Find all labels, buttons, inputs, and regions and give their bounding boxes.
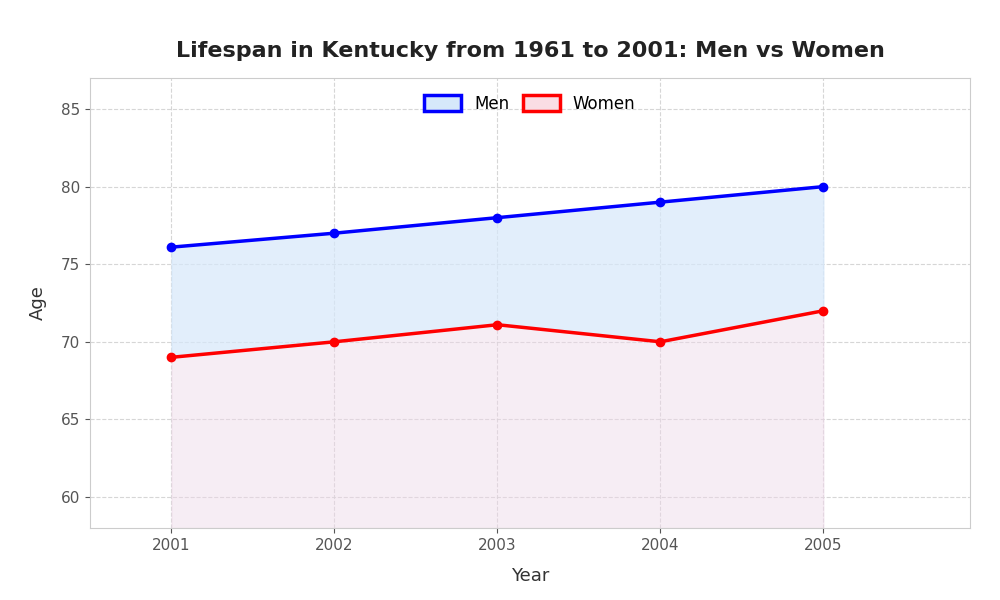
Women (817, 307, 829, 314)
Women (328, 338, 340, 346)
Line: Women: Women (167, 307, 827, 361)
Women (165, 354, 177, 361)
Women (491, 321, 503, 328)
Legend: Men, Women: Men, Women (416, 86, 644, 121)
Women (654, 338, 666, 346)
Line: Men: Men (167, 182, 827, 251)
Men (491, 214, 503, 221)
Men (165, 244, 177, 251)
Men (328, 230, 340, 237)
X-axis label: Year: Year (511, 566, 549, 584)
Title: Lifespan in Kentucky from 1961 to 2001: Men vs Women: Lifespan in Kentucky from 1961 to 2001: … (176, 41, 884, 61)
Men (817, 183, 829, 190)
Y-axis label: Age: Age (29, 286, 47, 320)
Men (654, 199, 666, 206)
